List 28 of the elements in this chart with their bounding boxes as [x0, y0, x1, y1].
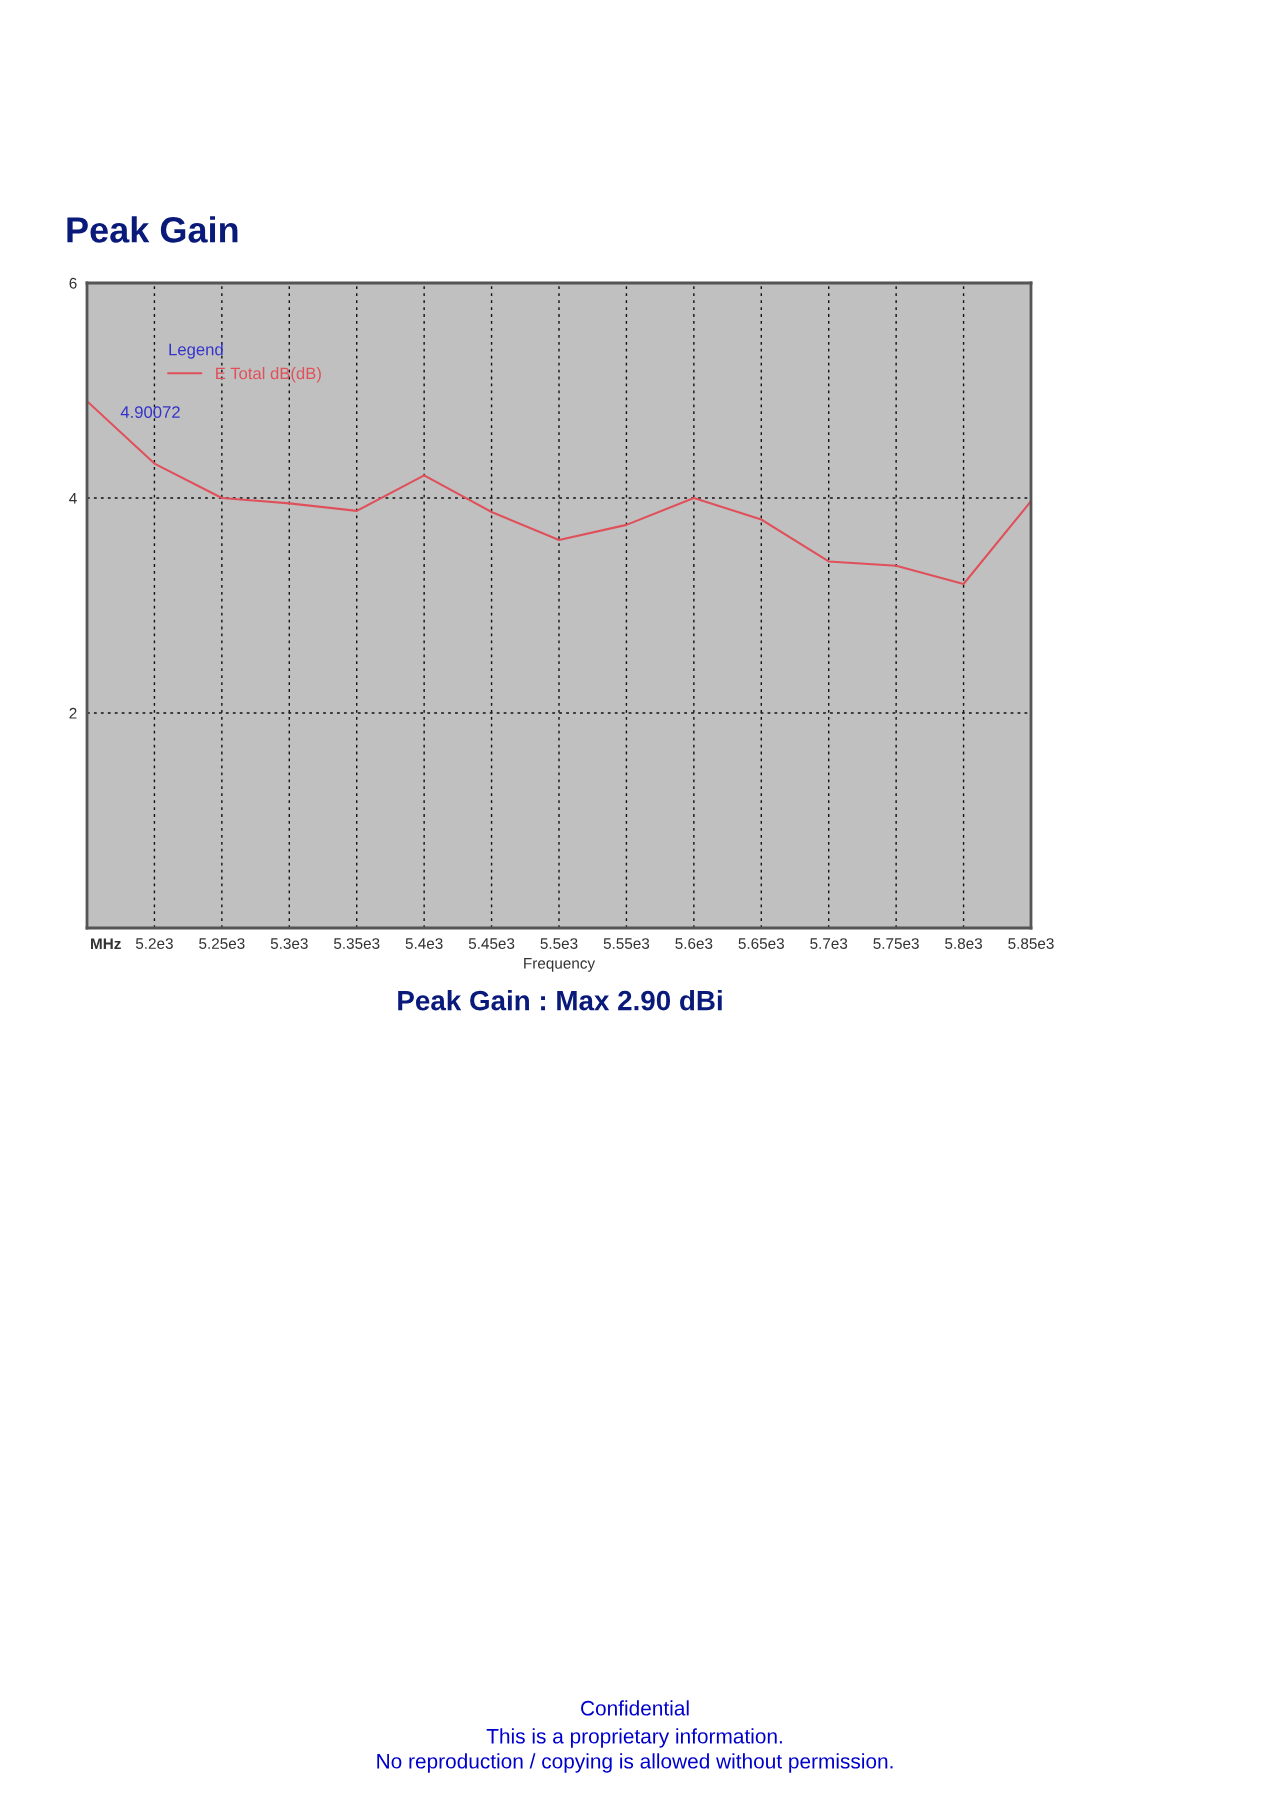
x-tick-label: 5.55e3 [603, 938, 650, 949]
y-tick-label: 4 [69, 493, 77, 504]
annotation: 4.90072 [120, 406, 180, 418]
x-tick-label: 5.65e3 [738, 938, 784, 949]
text: No reproduction / copying is allowed without permission. [377, 1753, 893, 1773]
x-tick-label: 5.3e3 [270, 938, 308, 949]
x-tick-label: 5.5e3 [540, 938, 578, 949]
x-tick-label: 5.75e3 [873, 938, 919, 949]
x-tick-label: 5.2e3 [135, 938, 173, 949]
x-tick-label: 5.85e3 [1008, 938, 1054, 949]
x-tick-label: 5.6e3 [675, 938, 713, 949]
x-axis-title: Frequency [524, 958, 596, 972]
y-tick-label: 2 [69, 707, 77, 719]
legend-label: E Total dB(dB) [216, 367, 321, 383]
line-series [87, 400, 1031, 586]
text: Peak Gain : Max 2.90 dBi [398, 990, 722, 1011]
text: Confidential [581, 1700, 689, 1716]
x-tick-label: 5.45e3 [468, 938, 515, 949]
y-tick-label: 6 [69, 277, 77, 289]
x-tick-label: 5.25e3 [199, 938, 245, 949]
x-tick-label: 5.35e3 [333, 938, 380, 949]
text: MHz [91, 938, 121, 949]
x-tick-label: 5.8e3 [945, 938, 983, 949]
legend-title: Legend [169, 343, 223, 359]
chart-title: Peak Gain [67, 216, 238, 243]
x-tick-label: 5.7e3 [810, 938, 848, 949]
text: This is a proprietary information. [486, 1728, 782, 1748]
x-tick-label: 5.4e3 [405, 938, 443, 949]
